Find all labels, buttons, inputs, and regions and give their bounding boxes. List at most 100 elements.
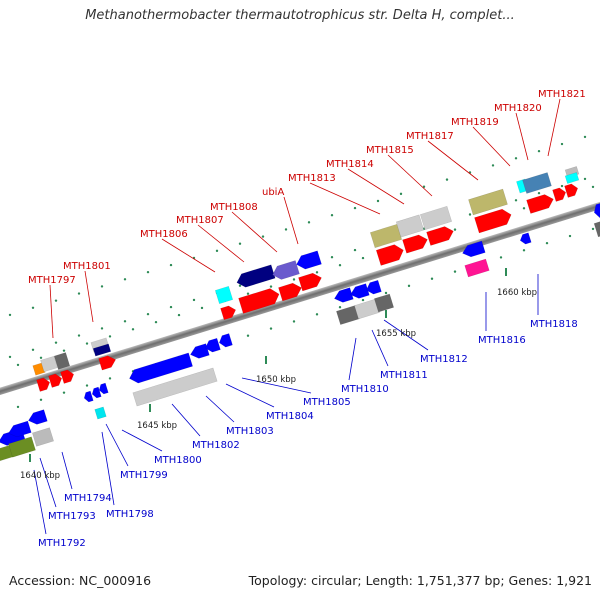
gene-label[interactable]: MTH1814 [326, 159, 374, 170]
gene-feature[interactable] [53, 352, 71, 370]
gene-feature[interactable] [354, 298, 380, 320]
gene-feature[interactable] [92, 343, 112, 357]
gene-feature[interactable] [7, 420, 32, 439]
gene-feature[interactable] [36, 376, 51, 392]
gene-label[interactable]: MTH1817 [406, 131, 454, 142]
gene-feature[interactable] [98, 382, 109, 395]
label-connector [472, 126, 511, 167]
gene-feature[interactable] [32, 427, 54, 447]
gene-label[interactable]: MTH1820 [494, 103, 542, 114]
gene-feature[interactable] [91, 386, 102, 399]
gene-feature[interactable] [27, 409, 48, 427]
gene-label[interactable]: MTH1797 [28, 275, 76, 286]
gene-feature[interactable] [592, 202, 600, 219]
gene-feature[interactable] [373, 293, 395, 313]
gene-feature[interactable] [127, 352, 193, 385]
gene-feature[interactable] [235, 264, 276, 290]
gene-label[interactable]: MTH1821 [538, 89, 586, 100]
gene-feature[interactable] [365, 279, 382, 296]
ruler-dot [292, 278, 296, 281]
gene-label[interactable]: MTH1799 [120, 470, 168, 481]
gene-feature[interactable] [278, 281, 303, 302]
gene-feature[interactable] [298, 271, 323, 292]
gene-feature[interactable] [468, 188, 508, 216]
gene-feature[interactable] [522, 172, 552, 194]
gene-feature[interactable] [369, 223, 403, 249]
gene-label[interactable]: MTH1794 [64, 493, 112, 504]
gene-feature[interactable] [132, 367, 218, 407]
kbp-tick-label: 1640 kbp [20, 471, 60, 481]
gene-feature[interactable] [217, 333, 233, 348]
gene-feature[interactable] [375, 243, 406, 266]
label-connector [383, 319, 429, 351]
gene-label[interactable]: MTH1819 [451, 117, 499, 128]
gene-feature[interactable] [464, 258, 490, 278]
gene-feature[interactable] [189, 343, 210, 361]
gene-feature[interactable] [564, 182, 579, 198]
label-connector [61, 451, 73, 490]
gene-label[interactable]: MTH1800 [154, 455, 202, 466]
gene-feature[interactable] [474, 207, 513, 234]
label-connector [347, 168, 405, 205]
gene-label[interactable]: MTH1807 [176, 215, 224, 226]
gene-feature[interactable] [32, 362, 46, 376]
gene-feature[interactable] [204, 337, 221, 354]
gene-feature[interactable] [98, 354, 118, 371]
ruler-dot [376, 199, 380, 203]
gene-feature[interactable] [333, 287, 354, 305]
gene-feature[interactable] [419, 205, 453, 231]
ruler-dot [545, 241, 549, 245]
gene-feature[interactable] [426, 224, 456, 246]
gene-feature[interactable] [83, 390, 94, 403]
gene-feature[interactable] [294, 250, 322, 271]
gene-feature[interactable] [220, 304, 238, 321]
gene-label[interactable]: MTH1793 [48, 511, 96, 522]
gene-label[interactable]: MTH1801 [63, 261, 111, 272]
gene-feature[interactable] [564, 172, 580, 184]
gene-feature[interactable] [552, 186, 567, 202]
gene-feature[interactable] [519, 232, 532, 246]
gene-label[interactable]: MTH1815 [366, 145, 414, 156]
gene-feature[interactable] [593, 220, 600, 238]
gene-label[interactable]: MTH1816 [478, 335, 526, 346]
gene-feature[interactable] [526, 192, 556, 214]
ruler-dot [514, 157, 518, 160]
gene-feature[interactable] [60, 368, 75, 384]
gene-feature[interactable] [40, 355, 58, 373]
gene-label[interactable]: MTH1792 [38, 538, 86, 549]
gene-feature[interactable] [349, 283, 370, 301]
gene-feature[interactable] [8, 436, 36, 458]
gene-label[interactable]: MTH1806 [140, 229, 188, 240]
gene-label[interactable]: MTH1805 [303, 397, 351, 408]
ruler-dot [77, 334, 81, 337]
ruler-dot [292, 320, 296, 323]
gene-feature[interactable] [336, 305, 360, 325]
gene-feature[interactable] [271, 260, 300, 281]
gene-features[interactable] [0, 166, 600, 462]
gene-label[interactable]: MTH1818 [530, 319, 578, 330]
gene-label[interactable]: MTH1808 [210, 202, 258, 213]
ruler-dot [246, 292, 250, 295]
gene-feature[interactable] [214, 285, 234, 305]
gene-label[interactable]: MTH1804 [266, 411, 314, 422]
gene-feature[interactable] [94, 406, 107, 420]
gene-label[interactable]: ubiA [262, 187, 284, 198]
gene-feature[interactable] [48, 372, 63, 388]
ruler-dot [338, 264, 342, 267]
gene-feature[interactable] [395, 214, 425, 238]
ruler-dot [8, 313, 12, 317]
gene-label[interactable]: MTH1810 [341, 384, 389, 395]
ruler-dot [16, 363, 20, 367]
gene-label[interactable]: MTH1803 [226, 426, 274, 437]
gene-feature[interactable] [402, 233, 429, 254]
gene-feature[interactable] [238, 286, 282, 314]
gene-feature[interactable] [461, 240, 486, 259]
gene-labels[interactable]: MTH1797 MTH1801 MTH1806 MTH1807 MTH1808 ubiA M… [28, 89, 586, 549]
gene-label[interactable]: MTH1813 [288, 173, 336, 184]
gene-label[interactable]: MTH1811 [380, 370, 428, 381]
gene-label[interactable]: MTH1798 [106, 509, 154, 520]
gene-label[interactable]: MTH1802 [192, 440, 240, 451]
gene-label[interactable]: MTH1812 [420, 354, 468, 365]
kbp-tick-label: 1650 kbp [256, 375, 296, 385]
